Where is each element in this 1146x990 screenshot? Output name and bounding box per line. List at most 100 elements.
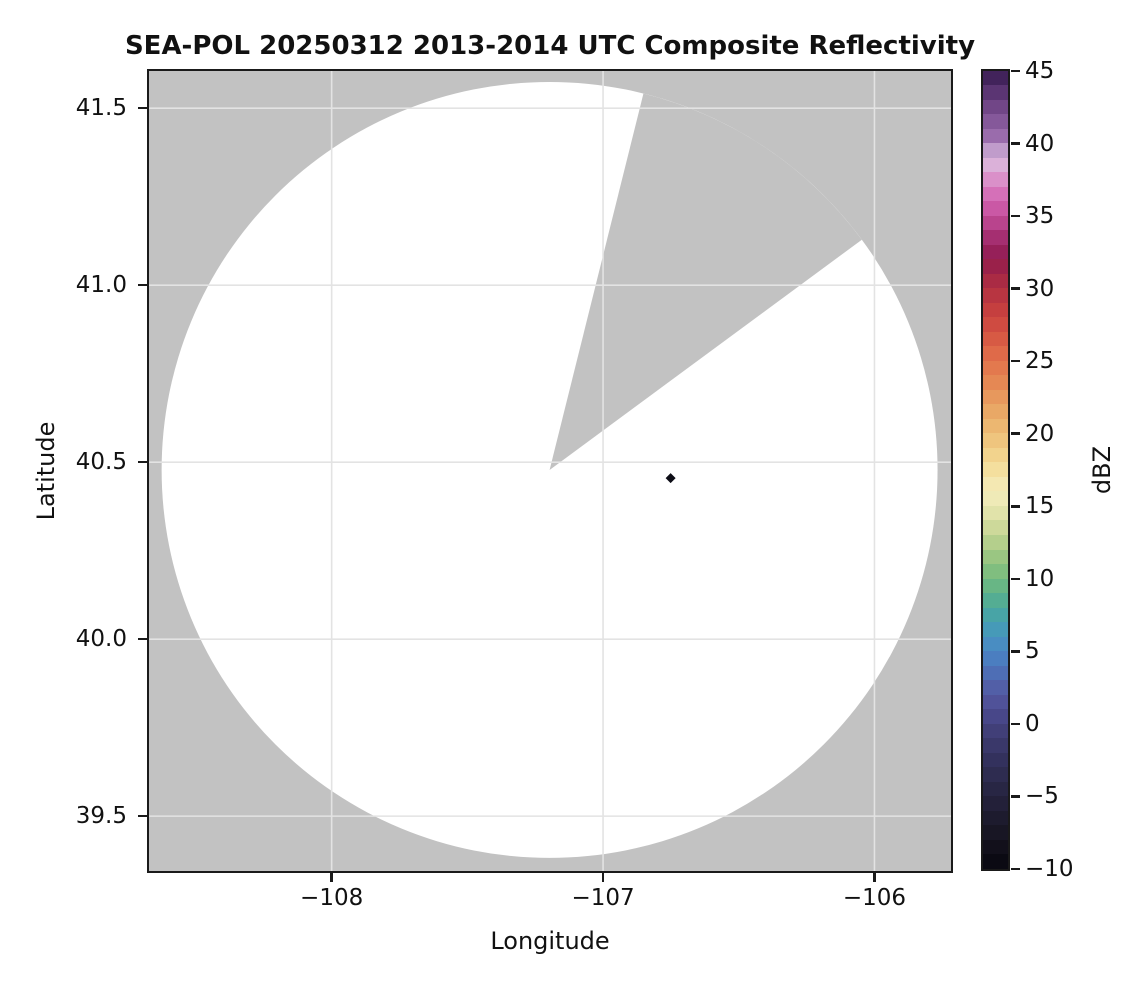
colorbar-step [983,476,1008,492]
colorbar-step [983,810,1008,826]
x-tick-mark [873,873,876,882]
missing-sector-wedge [549,92,862,470]
colorbar-step [983,825,1008,840]
x-tick-mark [330,873,333,882]
colorbar-tick-label: 35 [1025,203,1055,230]
colorbar-step [983,636,1008,652]
colorbar-step [983,491,1008,506]
colorbar-tick-mark [1011,142,1020,145]
colorbar-step [983,172,1008,187]
colorbar-step [983,694,1008,710]
y-tick-mark [137,637,147,641]
colorbar-step [983,593,1008,608]
colorbar-step [983,651,1008,666]
colorbar-tick-label: −5 [1025,783,1059,810]
y-tick-label: 40.0 [75,626,127,653]
colorbar-tick-mark [1011,867,1020,871]
colorbar-step [983,360,1008,376]
colorbar-step [983,317,1008,332]
colorbar-step [983,781,1008,797]
colorbar-step [983,752,1008,768]
colorbar-step [983,201,1008,216]
colorbar-step [983,520,1008,535]
colorbar-step [983,418,1008,434]
colorbar [981,68,1010,871]
colorbar-step [983,273,1008,289]
x-axis-label: Longitude [490,927,610,955]
colorbar-step [983,839,1008,855]
colorbar-step [983,505,1008,521]
colorbar-tick-label: 25 [1025,348,1055,375]
colorbar-step [983,259,1008,274]
colorbar-step [983,535,1008,550]
colorbar-step [983,389,1008,405]
colorbar-step [983,564,1008,579]
y-tick-mark [137,283,147,287]
y-tick-mark [137,460,147,464]
x-tick-label: −108 [300,885,364,911]
colorbar-tick-mark [1011,577,1020,581]
colorbar-tick-label: 10 [1025,565,1055,592]
radar-plot-canvas [148,70,951,871]
colorbar-tick-mark [1011,69,1020,73]
colorbar-step [983,549,1008,565]
colorbar-step [983,375,1008,390]
y-axis-label: Latitude [32,421,60,521]
colorbar-step [983,99,1008,115]
colorbar-step [983,709,1008,724]
colorbar-step [983,215,1008,231]
colorbar-step [983,433,1008,448]
y-tick-mark [137,106,147,110]
colorbar-step [983,738,1008,753]
colorbar-step [983,230,1008,245]
y-tick-label: 39.5 [75,803,127,830]
colorbar-tick-mark [1011,795,1020,798]
colorbar-tick-mark [1011,432,1020,435]
chart-title: SEA-POL 20250312 2013-2014 UTC Composite… [0,31,1100,61]
y-tick-label: 40.5 [75,449,127,476]
colorbar-tick-label: 45 [1025,58,1055,84]
colorbar-tick-label: 40 [1025,130,1055,157]
colorbar-tick-label: 30 [1025,275,1055,302]
colorbar-step [983,796,1008,811]
colorbar-step [983,143,1008,158]
x-tick-mark [601,873,605,882]
plot-area [146,68,953,873]
colorbar-tick-label: 0 [1025,710,1040,737]
colorbar-tick-label: 20 [1025,420,1055,447]
x-tick-label: −107 [571,885,635,911]
colorbar-step [983,404,1008,419]
colorbar-step [983,622,1008,637]
colorbar-tick-mark [1011,287,1020,290]
colorbar-tick-mark [1011,505,1020,508]
y-axis-label-wrap: Latitude [32,271,62,671]
colorbar-label: dBZ [1088,445,1116,495]
colorbar-tick-mark [1011,650,1020,653]
y-tick-label: 41.0 [75,272,127,299]
colorbar-tick-label: 5 [1025,638,1040,665]
colorbar-step [983,331,1008,347]
colorbar-step [983,128,1008,144]
colorbar-step [983,157,1008,173]
y-tick-mark [137,814,147,818]
colorbar-tick-label: 15 [1025,493,1055,520]
colorbar-step [983,186,1008,202]
colorbar-step [983,723,1008,739]
colorbar-tick-mark [1011,722,1020,726]
colorbar-step [983,854,1008,869]
colorbar-step [983,767,1008,782]
colorbar-step [983,665,1008,681]
colorbar-tick-mark [1011,214,1020,218]
colorbar-tick-mark [1011,359,1020,363]
colorbar-step [983,447,1008,463]
y-tick-label: 41.5 [75,95,127,122]
colorbar-label-wrap: dBZ [1088,395,1118,545]
colorbar-step [983,680,1008,695]
colorbar-step [983,70,1008,86]
colorbar-step [983,114,1008,129]
chart-title-text: SEA-POL 20250312 2013-2014 UTC Composite… [124,31,976,61]
colorbar-step [983,346,1008,361]
colorbar-step [983,462,1008,477]
colorbar-tick-label: −10 [1025,856,1074,882]
